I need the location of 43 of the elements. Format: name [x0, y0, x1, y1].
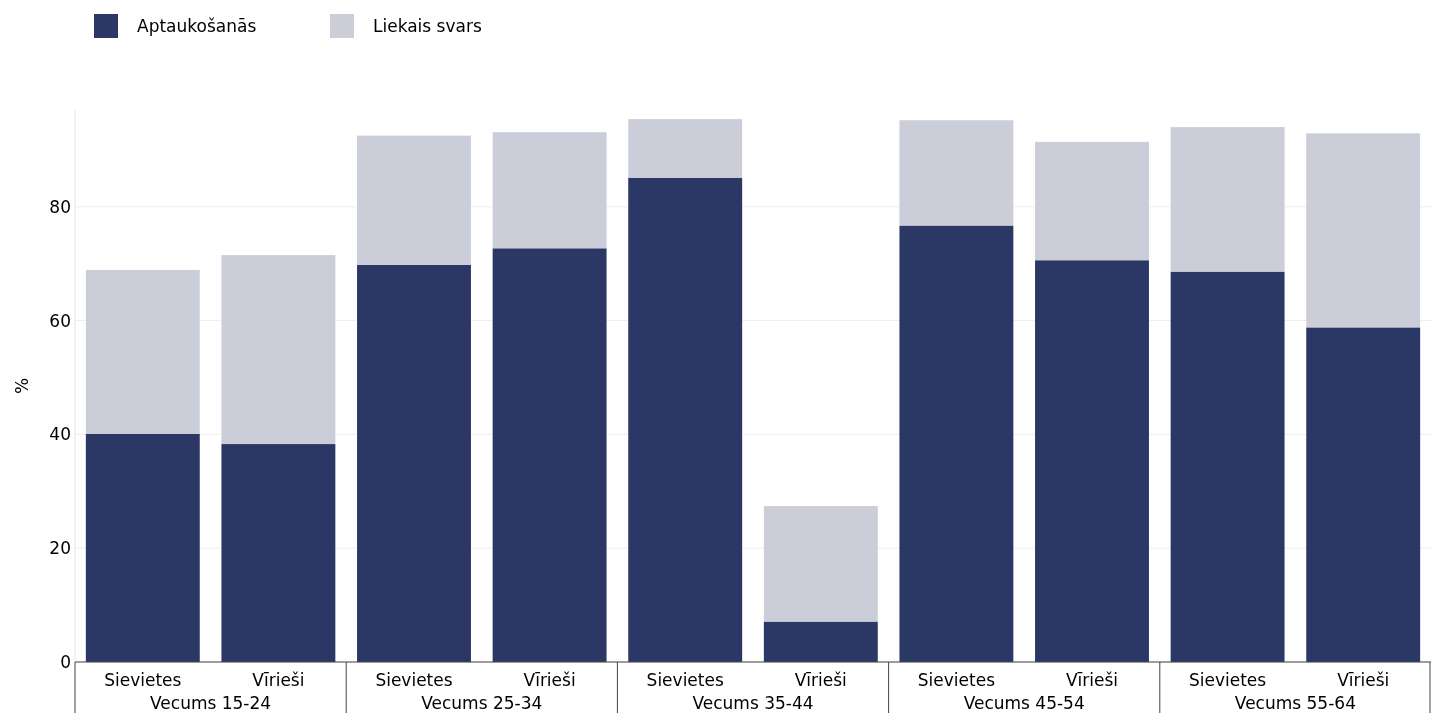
y-tick-label: 20	[49, 538, 71, 559]
y-tick-label: 0	[60, 651, 71, 672]
y-tick-label: 40	[49, 424, 71, 445]
bar	[899, 225, 1014, 662]
bar	[221, 444, 336, 662]
y-tick-label: 80	[49, 196, 71, 217]
text: Vecums 15-24	[150, 693, 272, 713]
x-tick-label: Vīrieši	[1337, 670, 1390, 690]
bar	[1035, 141, 1149, 261]
bar	[492, 248, 607, 662]
bar	[628, 119, 743, 178]
bar	[357, 135, 471, 265]
x-tick-label: Vīrieši	[252, 670, 305, 690]
text: Vecums 55-64	[1234, 693, 1356, 713]
text: Vecums 25-34	[421, 693, 543, 713]
bar	[1306, 327, 1421, 662]
x-tick-label: Sievietes	[1189, 670, 1267, 690]
bar	[1306, 133, 1421, 328]
x-tick-label: Sievietes	[917, 670, 996, 690]
legend-label: Liekais svars	[373, 15, 482, 36]
bar	[1170, 271, 1285, 662]
x-tick-label: Sievietes	[104, 670, 182, 690]
text: Vecums 35-44	[692, 693, 814, 713]
bar	[899, 120, 1014, 226]
bar	[221, 255, 336, 445]
text: Vecums 45-54	[963, 693, 1085, 713]
y-tick-label: 60	[49, 310, 71, 331]
bar	[357, 264, 471, 662]
bar	[763, 506, 878, 622]
bar	[763, 621, 878, 662]
bar	[1035, 260, 1149, 662]
x-tick-label: Sievietes	[375, 670, 453, 690]
x-tick-label: Vīrieši	[523, 670, 576, 690]
x-tick-label: Vīrieši	[1065, 670, 1119, 690]
bar	[85, 433, 200, 662]
bar	[492, 132, 607, 249]
bar	[628, 177, 743, 662]
bar	[1170, 127, 1285, 272]
x-tick-label: Sievietes	[646, 670, 724, 690]
y-axis-title: %	[12, 377, 32, 395]
legend-label: Aptaukošanās	[137, 15, 257, 36]
x-tick-label: Vīrieši	[794, 670, 847, 690]
bar	[85, 269, 200, 434]
